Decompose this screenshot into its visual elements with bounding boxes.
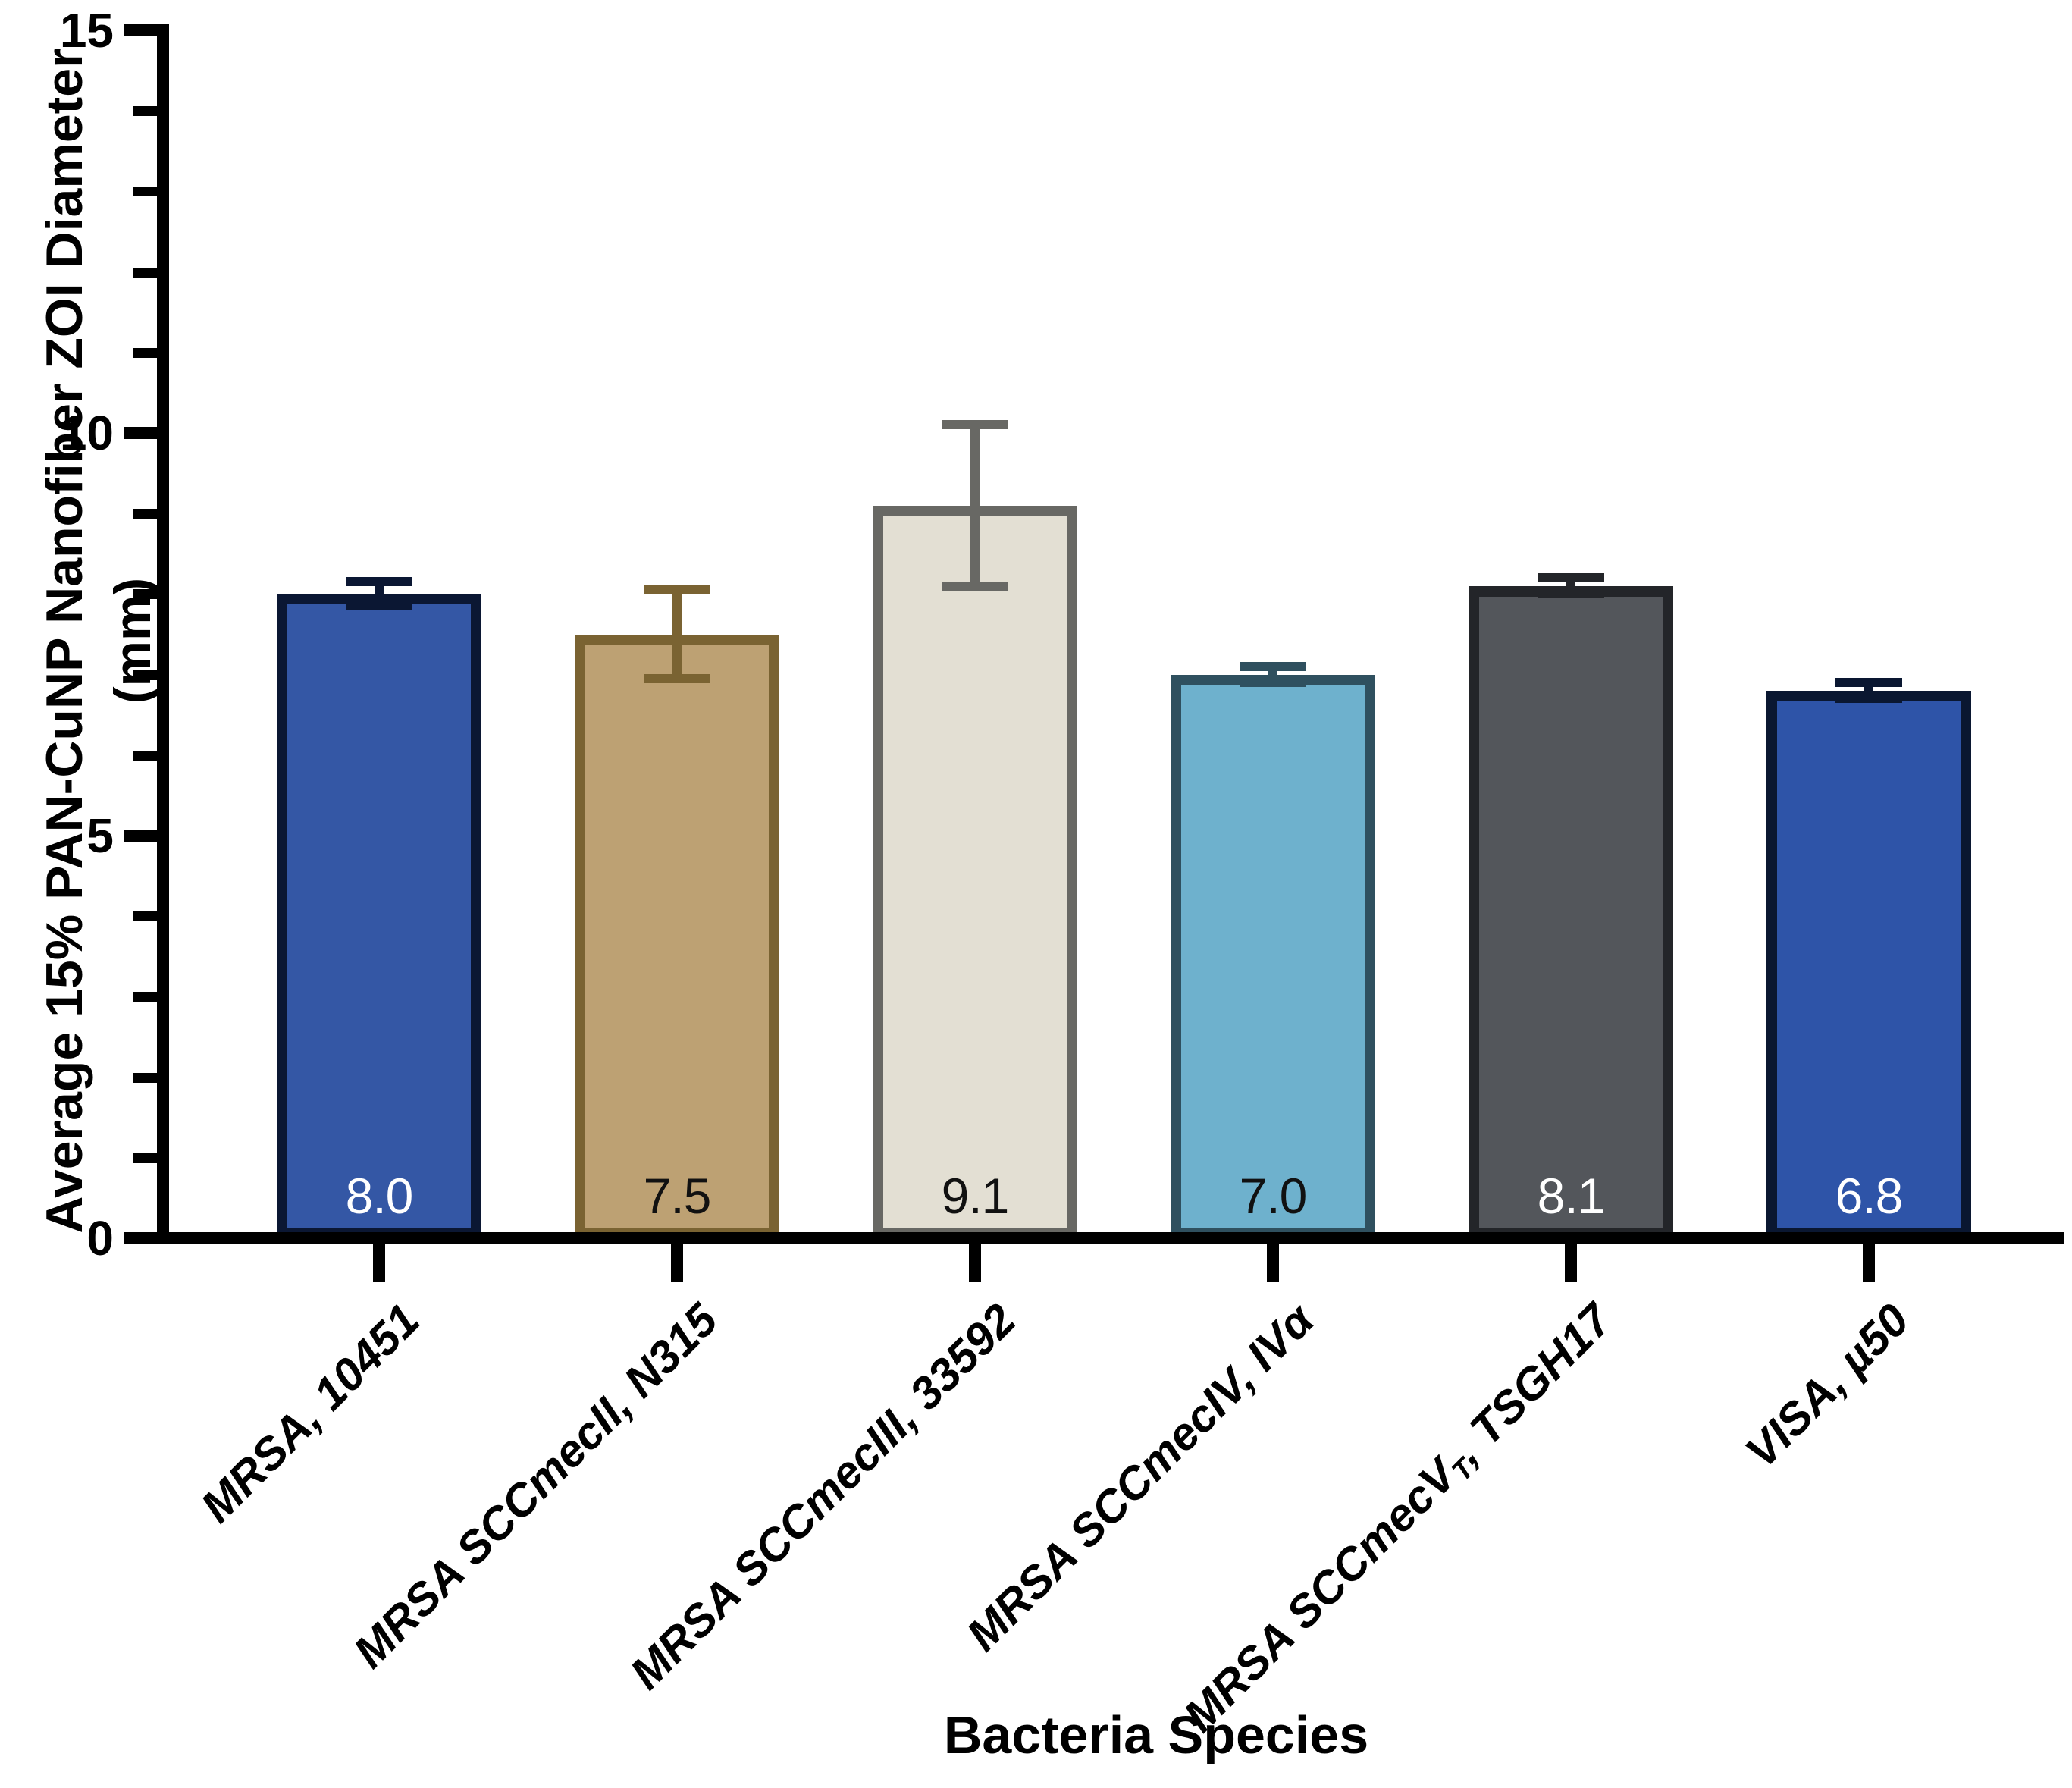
error-bar-line	[970, 425, 980, 585]
error-bar-cap-bottom	[942, 582, 1008, 591]
x-tick-label-segment: MRSA SCCmecIV, IVα	[956, 1294, 1324, 1661]
x-tick	[969, 1244, 981, 1282]
y-minor-tick	[133, 268, 157, 278]
bar	[873, 506, 1077, 1238]
error-bar-cap-bottom	[1538, 589, 1604, 598]
error-bar-cap-bottom	[1835, 694, 1902, 703]
y-minor-tick	[133, 187, 157, 196]
y-minor-tick	[133, 589, 157, 599]
bar	[1171, 675, 1375, 1238]
x-tick	[671, 1244, 683, 1282]
x-axis-title: Bacteria Species	[943, 1705, 1369, 1764]
bar	[1469, 586, 1673, 1238]
y-minor-tick	[133, 1153, 157, 1163]
error-bar-line	[672, 590, 682, 679]
y-tick-label: 5	[86, 808, 114, 863]
y-minor-tick	[133, 509, 157, 519]
y-minor-tick	[133, 348, 157, 358]
x-tick	[1267, 1244, 1279, 1282]
error-bar-cap-top	[942, 420, 1008, 429]
error-bar-cap-top	[644, 585, 710, 594]
bar-value-label: 8.1	[1537, 1168, 1606, 1224]
error-bar-cap-bottom	[1240, 678, 1306, 687]
error-bar-cap-top	[1538, 573, 1604, 582]
error-bar-line	[375, 582, 384, 606]
x-axis-line	[151, 1232, 2064, 1244]
error-bar-cap-top	[346, 577, 412, 586]
x-tick-label-segment: , TSGH17	[1442, 1294, 1622, 1473]
bar-value-label: 7.5	[643, 1168, 712, 1224]
y-minor-tick	[133, 106, 157, 116]
y-axis-title: Average 15% PAN-CuNP Nanofiber ZOI Diame…	[36, 48, 161, 1234]
y-minor-tick	[133, 911, 157, 921]
x-tick	[1863, 1244, 1875, 1282]
bar	[277, 594, 481, 1238]
y-tick-label: 10	[59, 406, 114, 460]
bar-value-label: 8.0	[345, 1168, 414, 1224]
bar-value-label: 9.1	[941, 1168, 1010, 1224]
y-axis-line	[157, 24, 169, 1244]
y-major-tick	[124, 830, 157, 842]
x-tick-label: MRSA SCCmecIV, IVα	[956, 1294, 1324, 1661]
y-major-tick	[124, 24, 157, 36]
bar-value-label: 7.0	[1239, 1168, 1308, 1224]
error-bar-cap-bottom	[346, 601, 412, 610]
error-bar-cap-top	[1835, 678, 1902, 687]
y-minor-tick	[133, 992, 157, 1002]
x-tick	[1565, 1244, 1577, 1282]
x-tick-label-segment: MRSA SCCmecV	[1174, 1449, 1466, 1742]
y-major-tick	[124, 1232, 157, 1244]
y-major-tick	[124, 427, 157, 439]
x-tick	[373, 1244, 385, 1282]
y-tick-label: 0	[86, 1211, 114, 1266]
x-tick-label: VISA, µ50	[1735, 1294, 1920, 1478]
bar	[575, 635, 779, 1239]
x-tick-label-segment: MRSA, 10451	[191, 1294, 430, 1532]
y-minor-tick	[133, 1073, 157, 1083]
bar-value-label: 6.8	[1835, 1168, 1904, 1224]
y-tick-label: 15	[59, 3, 114, 58]
y-minor-tick	[133, 751, 157, 761]
error-bar-cap-bottom	[644, 674, 710, 683]
x-tick-label-segment: VISA, µ50	[1735, 1294, 1920, 1478]
y-minor-tick	[133, 670, 157, 680]
bar	[1766, 691, 1971, 1238]
error-bar-cap-top	[1240, 662, 1306, 671]
x-tick-label: MRSA, 10451	[191, 1294, 430, 1532]
